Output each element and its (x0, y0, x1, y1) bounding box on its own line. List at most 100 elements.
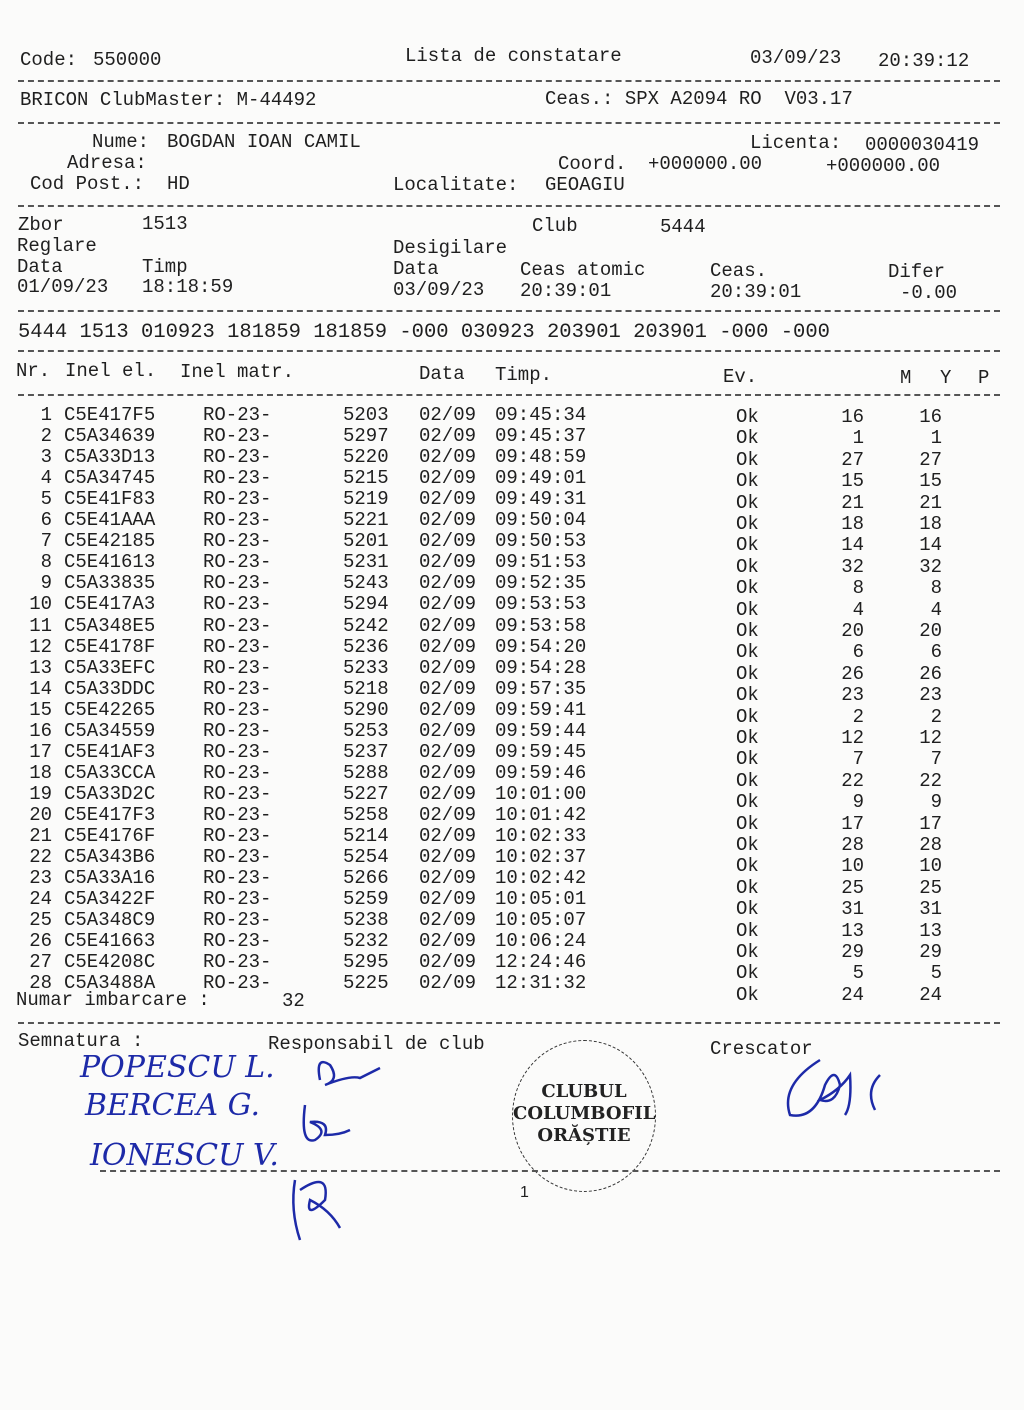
code-line: 5444 1513 010923 181859 181859 -000 0309… (18, 321, 830, 344)
cell-row-nr: 14 (29, 677, 52, 700)
cell-inel-prefix: RO-23- (203, 593, 272, 616)
col-data: Data (419, 363, 465, 385)
zbor-label: Zbor (18, 214, 64, 236)
table-row: 16 C5A34559 RO-23- 5253 02/09 09:59:44 Ok 12 12 (0, 720, 1024, 749)
cell-data: 02/09 (419, 761, 477, 784)
table-row: 23 C5A33A16 RO-23- 5266 02/09 10:02:42 Ok 25 25 (0, 867, 1024, 899)
imbarcare-value: 32 (282, 990, 305, 1012)
cell-timp: 09:49:31 (495, 488, 587, 511)
cell-inel-el: C5A3488A (64, 972, 156, 995)
cell-ev: Ok (736, 513, 759, 535)
cell-row-nr: 9 (40, 572, 52, 595)
table-row: 11 C5A348E5 RO-23- 5242 02/09 09:53:58 Ok 20 20 (0, 615, 1024, 643)
cell-data: 02/09 (419, 972, 477, 995)
stamp-line-3: ORĂȘTIE (537, 1125, 631, 1146)
table-row: 28 C5A3488A RO-23- 5225 02/09 12:31:32 Ok 24 24 (0, 972, 1024, 1005)
cell-inel-prefix: RO-23- (203, 530, 272, 553)
cell-ev: Ok (736, 620, 759, 642)
table-row: 25 C5A348C9 RO-23- 5238 02/09 10:05:07 Ok 13 13 (0, 909, 1024, 941)
cell-row-nr: 26 (29, 930, 52, 953)
cell-timp: 09:49:01 (495, 467, 587, 490)
cell-data: 02/09 (419, 467, 477, 490)
cell-inel-el: C5A33D13 (64, 446, 156, 469)
cell-inel-nr: 5294 (343, 593, 389, 616)
cell-m: 14 (841, 534, 864, 557)
club-value: 5444 (660, 216, 706, 238)
cell-inel-nr: 5233 (343, 656, 389, 679)
cell-inel-el: C5E417F5 (64, 404, 156, 426)
cell-m: 13 (841, 919, 864, 942)
cell-inel-el: C5A3422F (64, 888, 156, 911)
cell-inel-nr: 5266 (343, 867, 389, 890)
col-ev: Ev. (723, 366, 758, 388)
cell-inel-el: C5E417A3 (64, 593, 156, 616)
cell-ev: Ok (736, 727, 759, 749)
reg-data-label: Data (17, 256, 63, 278)
reglare-label: Reglare (17, 235, 97, 257)
cell-y: 2 (930, 705, 942, 728)
cell-inel-el: C5E41F83 (64, 488, 156, 511)
cell-timp: 12:24:46 (495, 951, 587, 974)
cell-timp: 10:06:24 (495, 930, 587, 953)
coord-label: Coord. (558, 153, 627, 175)
cell-inel-nr: 5237 (343, 740, 389, 763)
table-row: 20 C5E417F3 RO-23- 5258 02/09 10:01:42 Ok 17 17 (0, 803, 1024, 835)
cell-inel-el: C5A33D2C (64, 782, 156, 805)
cell-row-nr: 1 (40, 404, 52, 426)
cell-inel-prefix: RO-23- (203, 677, 272, 700)
divider (18, 80, 1000, 82)
cell-row-nr: 6 (40, 509, 52, 532)
cell-ev: Ok (736, 662, 759, 685)
cell-data: 02/09 (419, 698, 477, 721)
locality-value: GEOAGIU (545, 174, 625, 196)
cell-m: 20 (841, 620, 864, 642)
cell-timp: 10:02:33 (495, 825, 587, 847)
cell-inel-el: C5A34639 (64, 425, 156, 448)
col-nr: Nr. (16, 360, 51, 382)
cell-ev: Ok (736, 769, 759, 792)
cell-inel-el: C5E41AF3 (64, 740, 156, 763)
cell-inel-nr: 5288 (343, 761, 389, 784)
stamp-line-2: COLUMBOFIL (513, 1103, 656, 1124)
col-y: Y (940, 367, 952, 389)
semnatura-label: Semnatura : (18, 1030, 144, 1052)
divider (18, 350, 1000, 352)
table-row: 22 C5A343B6 RO-23- 5254 02/09 10:02:37 Ok 10 10 (0, 846, 1024, 877)
cell-ev: Ok (736, 791, 759, 814)
cell-data: 02/09 (419, 782, 477, 805)
cell-m: 7 (852, 748, 864, 771)
name-label: Nume: (92, 131, 150, 153)
coord-2: +000000.00 (826, 155, 941, 177)
cell-ev: Ok (736, 491, 759, 514)
desigilare-label: Desigilare (393, 237, 508, 259)
cell-inel-nr: 5231 (343, 551, 389, 574)
cell-timp: 09:59:46 (495, 761, 587, 784)
stamp-line-1: CLUBUL (541, 1081, 627, 1102)
cell-inel-el: C5E42185 (64, 530, 156, 553)
cell-m: 5 (852, 962, 864, 985)
cell-timp: 09:59:45 (495, 740, 587, 763)
cell-inel-nr: 5236 (343, 635, 389, 658)
clubmaster-id: BRICON ClubMaster: M-44492 (20, 89, 317, 111)
cell-data: 02/09 (419, 803, 477, 826)
cell-data: 02/09 (419, 867, 477, 890)
cell-timp: 09:48:59 (495, 446, 587, 469)
cell-inel-el: C5E4176F (64, 825, 156, 847)
table-row: 3 C5A33D13 RO-23- 5220 02/09 09:48:59 Ok 27 27 (0, 446, 1024, 471)
cell-inel-nr: 5203 (343, 404, 389, 426)
cell-inel-nr: 5290 (343, 698, 389, 721)
cell-y: 31 (919, 898, 942, 921)
cell-m: 26 (841, 662, 864, 685)
cell-inel-prefix: RO-23- (203, 761, 272, 784)
cell-inel-prefix: RO-23- (203, 425, 272, 448)
table-row: 27 C5E4208C RO-23- 5295 02/09 12:24:46 Ok 5 5 (0, 951, 1024, 984)
cell-inel-el: C5A33835 (64, 572, 156, 595)
cell-ev: Ok (736, 598, 759, 621)
cell-y: 17 (919, 812, 942, 835)
cell-y: 5 (930, 962, 942, 985)
cell-timp: 09:53:53 (495, 593, 587, 616)
cell-row-nr: 27 (29, 951, 52, 974)
licence-value: 0000030419 (865, 134, 980, 156)
cell-y: 26 (919, 662, 942, 685)
cell-row-nr: 25 (29, 909, 52, 932)
